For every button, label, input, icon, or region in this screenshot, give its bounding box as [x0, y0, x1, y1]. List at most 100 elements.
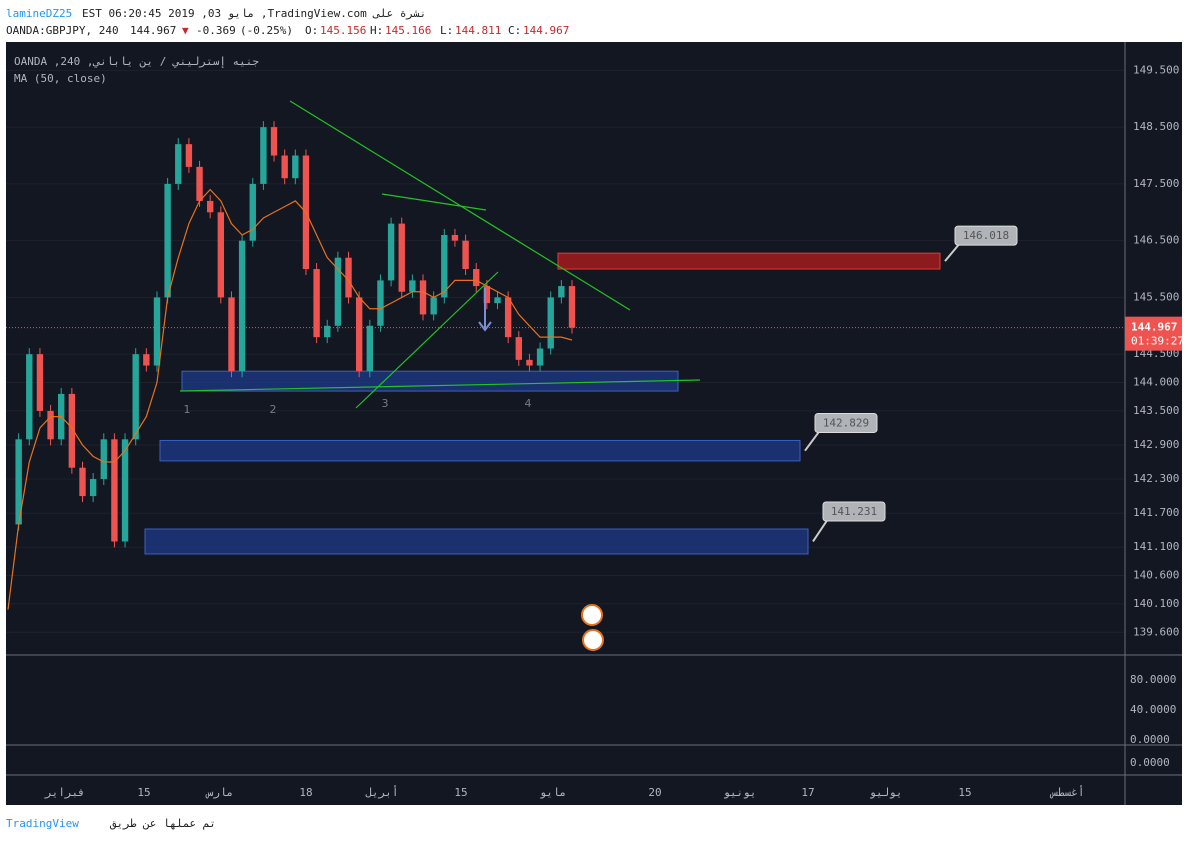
- point-label: 2: [270, 403, 277, 416]
- candle: [324, 325, 331, 338]
- candle: [89, 479, 97, 497]
- y-tick-label: 141.100: [1133, 540, 1179, 553]
- candle: [260, 127, 267, 184]
- countdown: 01:39:27: [1131, 335, 1184, 348]
- candle: [441, 234, 448, 298]
- candle: [206, 200, 214, 213]
- candle: [196, 166, 203, 201]
- change-pct: (-0.25%): [240, 24, 293, 37]
- candle: [228, 297, 235, 372]
- candle: [36, 354, 44, 411]
- arrow: ▼: [182, 24, 189, 37]
- c-label: C:: [508, 24, 521, 37]
- callout-label: 141.231: [831, 505, 877, 518]
- y-tick-label: 145.500: [1133, 290, 1179, 303]
- zone: [181, 370, 679, 392]
- y-tick-label: 140.600: [1133, 569, 1179, 582]
- callout-label: 146.018: [963, 229, 1009, 242]
- candle: [68, 393, 76, 468]
- candle: [26, 354, 33, 440]
- y-tick-label: 144.000: [1133, 376, 1179, 389]
- x-tick-label: 17: [801, 786, 814, 799]
- candle: [558, 286, 565, 298]
- candle: [451, 234, 459, 241]
- candle: [111, 439, 118, 542]
- candle: [153, 297, 161, 366]
- candle: [547, 297, 554, 349]
- indicator-tick: 0.0000: [1130, 756, 1170, 769]
- close: 144.967: [523, 24, 569, 37]
- trend-line: [355, 271, 499, 409]
- candle: [100, 439, 107, 480]
- x-tick-label: 15: [454, 786, 467, 799]
- y-tick-label: 142.300: [1133, 472, 1179, 485]
- candle: [164, 183, 171, 298]
- trend-line: [179, 379, 701, 392]
- x-tick-label: فبراير: [44, 786, 85, 799]
- chart-area: [6, 42, 1182, 805]
- callout-line: [812, 518, 829, 543]
- candle: [15, 439, 22, 525]
- callout-line: [944, 242, 961, 262]
- h-label: H:: [370, 24, 383, 37]
- candle: [568, 286, 576, 328]
- y-tick-label: 139.600: [1133, 625, 1179, 638]
- candle: [483, 286, 491, 304]
- candle: [175, 144, 182, 184]
- candle: [292, 155, 299, 179]
- x-tick-label: 15: [958, 786, 971, 799]
- candle: [185, 144, 193, 167]
- candle: [132, 354, 139, 440]
- candle: [462, 240, 469, 270]
- indicator-tick: 80.0000: [1130, 673, 1176, 686]
- x-tick-label: 20: [648, 786, 661, 799]
- candle: [419, 280, 427, 315]
- candle: [238, 240, 246, 372]
- candle: [281, 155, 288, 179]
- candle: [366, 325, 374, 372]
- zone: [159, 439, 801, 462]
- y-tick-label: 140.100: [1133, 597, 1179, 610]
- y-tick-label: 147.500: [1133, 177, 1179, 190]
- event-icon: [581, 604, 603, 626]
- user: lamineDZ25: [6, 7, 72, 20]
- last: 144.967: [130, 24, 176, 37]
- point-label: 1: [184, 403, 191, 416]
- y-tick-label: 146.500: [1133, 234, 1179, 247]
- brand: TradingView: [6, 817, 79, 830]
- l-label: L:: [440, 24, 453, 37]
- published: EST 06:20:45 2019 ,03 مايو ,TradingView.…: [82, 7, 426, 20]
- legend-entry: MA (50, close): [14, 72, 107, 85]
- candle: [345, 257, 352, 298]
- low: 144.811: [455, 24, 501, 37]
- candle: [526, 359, 533, 366]
- candle: [515, 337, 522, 360]
- callout: [822, 501, 886, 522]
- indicator-tick: 40.0000: [1130, 703, 1176, 716]
- symbol: OANDA:GBPJPY, 240: [6, 24, 119, 37]
- callout-line: [804, 429, 821, 452]
- arrow: [478, 288, 492, 332]
- x-tick-label: مارس: [205, 786, 234, 799]
- candle: [249, 183, 256, 241]
- chart: 149.500148.500147.500146.500145.500144.5…: [6, 42, 1184, 805]
- zone: [144, 528, 809, 555]
- candle: [430, 297, 437, 315]
- candle: [121, 439, 129, 542]
- x-tick-label: 18: [299, 786, 312, 799]
- candle: [377, 280, 384, 326]
- candle: [313, 269, 320, 338]
- candle: [398, 223, 405, 292]
- made-by: تم عملها عن طريق: [109, 817, 216, 831]
- candle: [504, 297, 512, 338]
- y-tick-label: 142.900: [1133, 438, 1179, 451]
- callout-label: 142.829: [823, 416, 869, 429]
- x-tick-label: مايو: [540, 786, 567, 799]
- x-tick-label: يوليو: [869, 786, 902, 799]
- o-label: O:: [305, 24, 318, 37]
- candle: [270, 127, 278, 156]
- candle: [355, 297, 363, 372]
- high: 145.166: [385, 24, 431, 37]
- x-tick-label: 15: [137, 786, 150, 799]
